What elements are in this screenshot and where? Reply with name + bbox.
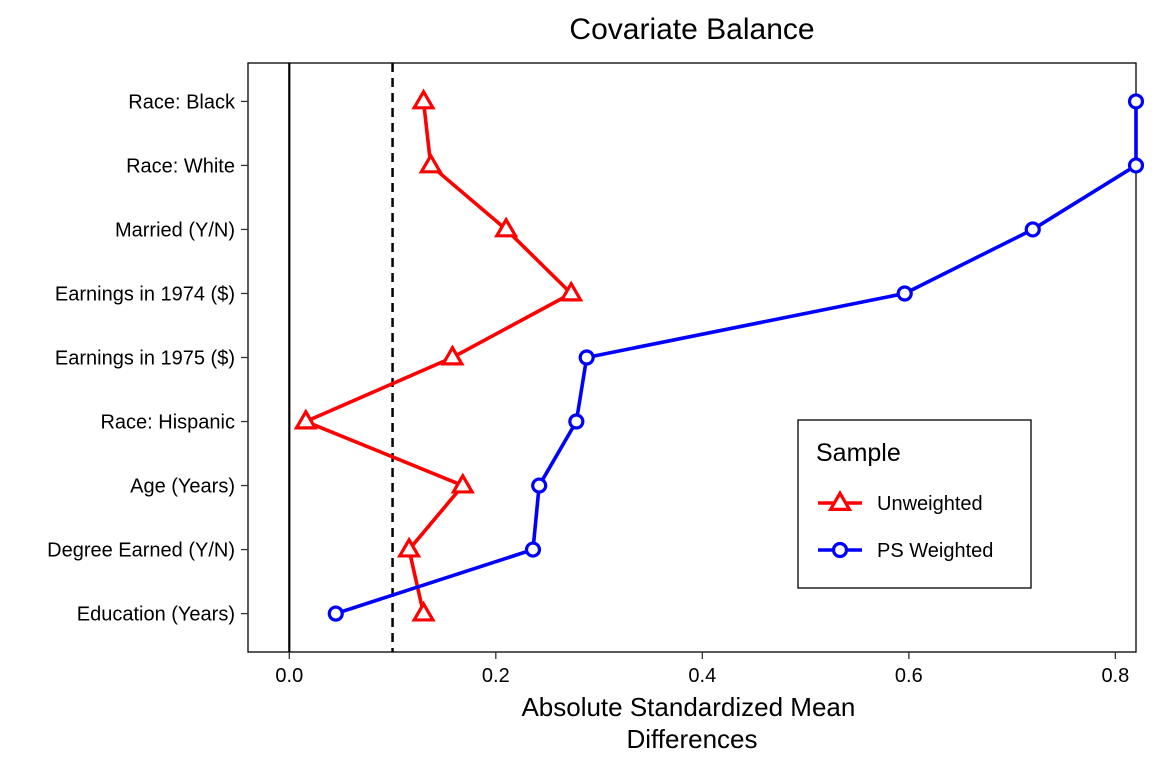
x-tick-label: 0.0 [275,665,303,687]
legend-key-marker [827,490,853,511]
x-axis-title-line-2: Differences [626,724,757,754]
reference-lines [288,63,394,652]
legend-key-marker [831,541,849,559]
y-tick-label: Education (Years) [77,604,235,626]
unweighted-point [418,152,443,174]
unweighted-point [450,472,475,494]
x-axis: 0.0 0.2 0.4 0.6 0.8 [275,652,1129,687]
x-tick-label: 0.6 [895,665,923,687]
y-tick-label: Age (Years) [130,476,235,498]
y-tick-label: Degree Earned (Y/N) [47,540,235,562]
chart-title: Covariate Balance [569,13,814,46]
legend-title: Sample [816,439,901,467]
y-tick-label: Married (Y/N) [115,219,235,241]
unweighted-point [559,280,584,302]
y-axis: Race: Black Race: White Married (Y/N) Earni… [47,91,248,626]
x-axis-title: Absolute Standardized Mean Differences [521,692,862,754]
ps-weighted-point [531,477,548,494]
y-tick-label: Earnings in 1974 ($) [55,283,235,305]
unweighted-point [411,600,436,622]
ps-weighted-point [578,349,595,366]
x-axis-title-line-1: Absolute Standardized Mean [521,692,855,722]
legend-label: PS Weighted [877,540,993,562]
ps-weighted-point [327,605,344,622]
unweighted-point [411,88,436,110]
y-tick-label: Race: White [126,155,235,177]
ps-weighted-point [1024,221,1041,238]
y-tick-label: Race: Black [128,91,236,113]
ps-weighted-point [896,285,913,302]
unweighted-point [293,408,318,430]
ps-weighted-point [1127,93,1145,110]
ps-weighted-point [1127,157,1145,174]
ps-weighted-point [524,541,542,558]
legend: Sample Unweighted PS Weighted [797,419,1032,589]
x-tick-label: 0.4 [688,665,716,687]
y-tick-label: Race: Hispanic [100,412,235,434]
unweighted-point [440,344,465,366]
unweighted-point [494,216,519,238]
unweighted-point [396,536,422,558]
x-tick-label: 0.8 [1101,665,1129,687]
legend-label: Unweighted [877,493,983,515]
y-tick-label: Earnings in 1975 ($) [55,348,235,370]
x-tick-label: 0.2 [482,665,510,687]
series-points [293,88,1145,622]
ps-weighted-point [568,413,585,430]
